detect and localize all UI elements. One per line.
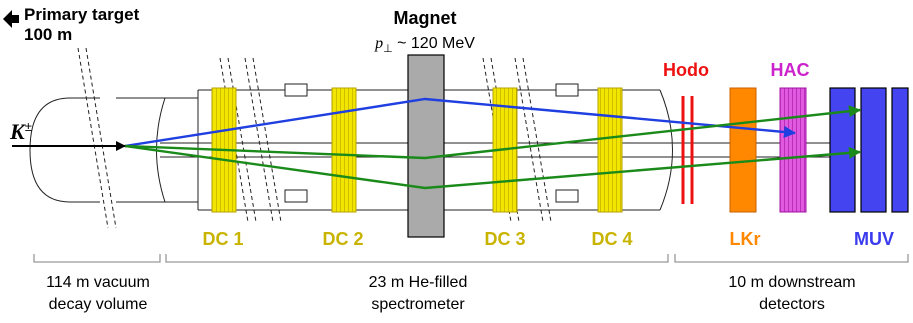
downstream-region-line2: detectors [759, 296, 825, 313]
primary-target-indicator: Primary target 100 m [3, 5, 140, 44]
lkr-label: LKr [730, 229, 761, 249]
dc2-label: DC 2 [322, 229, 363, 249]
dc2-chamber [331, 87, 357, 213]
dc4-label: DC 4 [591, 229, 632, 249]
dc1-label: DC 1 [202, 229, 243, 249]
muon-veto [829, 87, 909, 213]
magnet-kick: p⊥ ~ 120 MeV [374, 35, 475, 55]
hac-label: HAC [771, 60, 810, 80]
spectrometer-region-line1: 23 m He-filled [369, 274, 468, 291]
primary-target-distance: 100 m [24, 25, 72, 44]
spectrometer-region-line2: spectrometer [371, 296, 465, 313]
hodo-label: Hodo [663, 60, 709, 80]
detector-labels: DC 1 DC 2 DC 3 DC 4 Hodo HAC LKr MUV [202, 60, 894, 249]
magnet-label-group: Magnet p⊥ ~ 120 MeV [374, 8, 475, 55]
decay-volume-outline [29, 97, 198, 203]
magnet-block [407, 54, 445, 238]
muv-label: MUV [854, 229, 894, 249]
primary-target-label: Primary target [24, 5, 140, 24]
track-blue [124, 97, 796, 148]
particle-tracks [12, 97, 861, 190]
kaon-label: K± [9, 119, 32, 144]
lkr-calorimeter [729, 87, 757, 213]
magnet-title: Magnet [394, 8, 457, 28]
decay-region-line2: decay volume [49, 296, 148, 313]
left-arrow-icon [3, 10, 19, 28]
hodoscope [681, 96, 694, 204]
region-labels: 114 m vacuum decay volume 23 m He-filled… [46, 274, 855, 313]
hac-calorimeter [779, 87, 807, 213]
break-marks [77, 47, 552, 229]
dc4-chamber [597, 87, 623, 213]
region-brackets [33, 254, 909, 263]
dc3-label: DC 3 [484, 229, 525, 249]
decay-region-line1: 114 m vacuum [46, 274, 150, 291]
track-green-upper [124, 105, 861, 160]
downstream-region-line1: 10 m downstream [728, 274, 855, 291]
track-green-lower [124, 144, 861, 190]
